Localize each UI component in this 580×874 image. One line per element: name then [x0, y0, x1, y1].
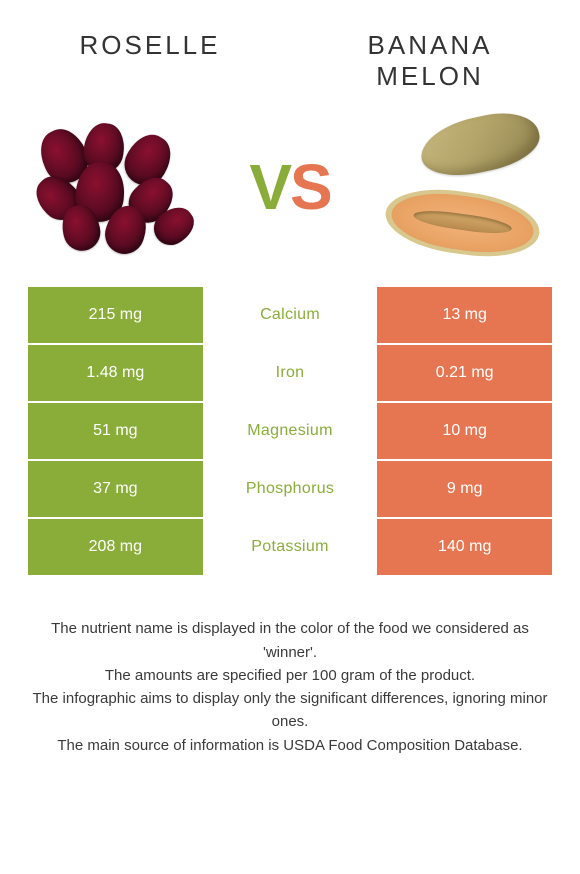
- value-right: 140 mg: [377, 519, 552, 575]
- table-row: 37 mgPhosphorus9 mg: [28, 461, 552, 517]
- value-right: 0.21 mg: [377, 345, 552, 401]
- nutrient-label: Calcium: [203, 287, 378, 343]
- table-row: 1.48 mgIron0.21 mg: [28, 345, 552, 401]
- table-row: 215 mgCalcium13 mg: [28, 287, 552, 343]
- value-left: 215 mg: [28, 287, 203, 343]
- value-left: 51 mg: [28, 403, 203, 459]
- title-right: Banana melon: [330, 30, 530, 92]
- value-right: 13 mg: [377, 287, 552, 343]
- melon-icon: [380, 112, 550, 262]
- nutrient-label: Iron: [203, 345, 378, 401]
- footer-line: The amounts are specified per 100 gram o…: [25, 664, 555, 687]
- footer-notes: The nutrient name is displayed in the co…: [0, 577, 580, 757]
- roselle-image: [30, 112, 200, 262]
- value-right: 10 mg: [377, 403, 552, 459]
- value-right: 9 mg: [377, 461, 552, 517]
- nutrient-label: Magnesium: [203, 403, 378, 459]
- footer-line: The infographic aims to display only the…: [25, 687, 555, 734]
- vs-v: V: [249, 150, 290, 224]
- table-row: 51 mgMagnesium10 mg: [28, 403, 552, 459]
- table-row: 208 mgPotassium140 mg: [28, 519, 552, 575]
- header: Roselle Banana melon: [0, 0, 580, 102]
- value-left: 1.48 mg: [28, 345, 203, 401]
- nutrient-label: Potassium: [203, 519, 378, 575]
- vs-s: S: [290, 150, 331, 224]
- comparison-table: 215 mgCalcium13 mg1.48 mgIron0.21 mg51 m…: [0, 287, 580, 575]
- roselle-icon: [35, 122, 195, 252]
- nutrient-label: Phosphorus: [203, 461, 378, 517]
- footer-line: The main source of information is USDA F…: [25, 734, 555, 757]
- value-left: 208 mg: [28, 519, 203, 575]
- melon-image: [380, 112, 550, 262]
- images-row: VS: [0, 102, 580, 287]
- vs-label: VS: [249, 150, 330, 224]
- title-left: Roselle: [50, 30, 250, 61]
- footer-line: The nutrient name is displayed in the co…: [25, 617, 555, 664]
- value-left: 37 mg: [28, 461, 203, 517]
